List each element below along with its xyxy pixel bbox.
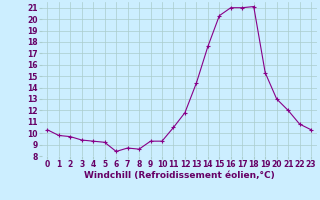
X-axis label: Windchill (Refroidissement éolien,°C): Windchill (Refroidissement éolien,°C): [84, 171, 275, 180]
